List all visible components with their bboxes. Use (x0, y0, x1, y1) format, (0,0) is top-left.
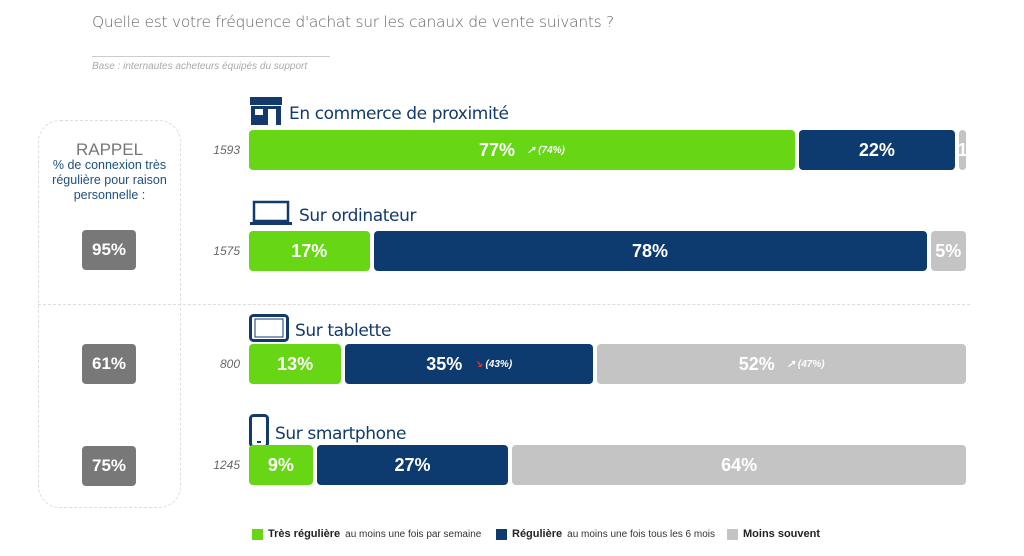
data-label: 78% (632, 240, 669, 261)
title-divider (92, 56, 330, 57)
bar-segment: 9% (249, 445, 313, 485)
channel-title: Sur ordinateur (249, 200, 416, 231)
data-label: 27% (394, 454, 431, 475)
legend-label: Régulière (512, 528, 563, 540)
data-label: 52% (738, 353, 775, 374)
channel-title: En commerce de proximité (249, 97, 509, 130)
bar-segment: 22% (798, 130, 955, 170)
rappel-badge-smartphone: 75% (82, 446, 136, 486)
trend-annotation: ↗ (74%) (527, 144, 565, 156)
legend-swatch (252, 528, 263, 540)
legend-item-tres-reguliere: Très régulière au moins une fois par sema… (252, 528, 481, 540)
rappel-box (38, 120, 181, 508)
trend-annotation: ↘ (43%) (474, 358, 513, 370)
bar-segment: 64% (512, 445, 966, 485)
rappel-title: RAPPEL (75, 140, 144, 159)
bar-segment: 1 (958, 130, 966, 170)
data-label: 1 (958, 139, 966, 160)
chart-title: Quelle est votre fréquence d'achat sur l… (92, 13, 614, 31)
chart-subtitle: Base : internautes acheteurs équipés du … (92, 61, 308, 72)
section-divider (38, 304, 970, 305)
legend-desc: au moins une fois par semaine (345, 528, 482, 540)
bar-segment: 13% (249, 344, 342, 384)
legend-swatch (496, 528, 507, 540)
base-count: 1593 (213, 143, 240, 157)
channel-label: Sur smartphone (275, 423, 407, 444)
legend-item-moins-souvent: Moins souvent (727, 528, 820, 540)
rappel-badge-tablette: 61% (82, 344, 136, 384)
bar-segment: 77% ↗ (74%) (249, 130, 795, 170)
base-count: 1575 (213, 244, 240, 258)
data-label: 13% (277, 353, 314, 374)
data-label: 17% (291, 240, 328, 261)
legend-label: Moins souvent (743, 528, 821, 540)
bar-segment: 17% (249, 231, 370, 271)
data-label: 5% (935, 240, 962, 261)
channel-label: Sur ordinateur (299, 205, 417, 226)
bar-segment: 78% (373, 231, 927, 271)
base-count: 800 (219, 357, 240, 371)
legend-desc: au moins une fois tous les 6 mois (567, 528, 715, 540)
rappel-subtitle: % de connexion très régulière pour raiso… (52, 158, 167, 202)
channel-label: En commerce de proximité (289, 103, 509, 124)
rappel-badge-ordinateur: 95% (82, 230, 136, 270)
bar-segment: 35% ↘ (43%) (345, 344, 594, 384)
bar-segment: 52% ↗ (47%) (597, 344, 966, 384)
legend-item-reguliere: Régulière au moins une fois tous les 6 mo… (496, 528, 715, 540)
store-icon (249, 97, 283, 130)
legend-swatch (727, 528, 738, 540)
channel-title: Sur tablette (249, 314, 391, 347)
laptop-icon (249, 200, 293, 231)
tablet-icon (249, 314, 289, 347)
base-count: 1245 (213, 458, 240, 472)
trend-annotation: ↗ (47%) (786, 358, 825, 370)
data-label: 9% (267, 454, 294, 475)
data-label: 77% (479, 139, 516, 160)
data-label: 64% (721, 454, 758, 475)
data-label: 35% (426, 353, 463, 374)
channel-label: Sur tablette (295, 320, 392, 341)
bar-segment: 5% (930, 231, 966, 271)
legend-label: Très régulière (268, 528, 341, 540)
data-label: 22% (858, 139, 895, 160)
bar-segment: 27% (316, 445, 509, 485)
